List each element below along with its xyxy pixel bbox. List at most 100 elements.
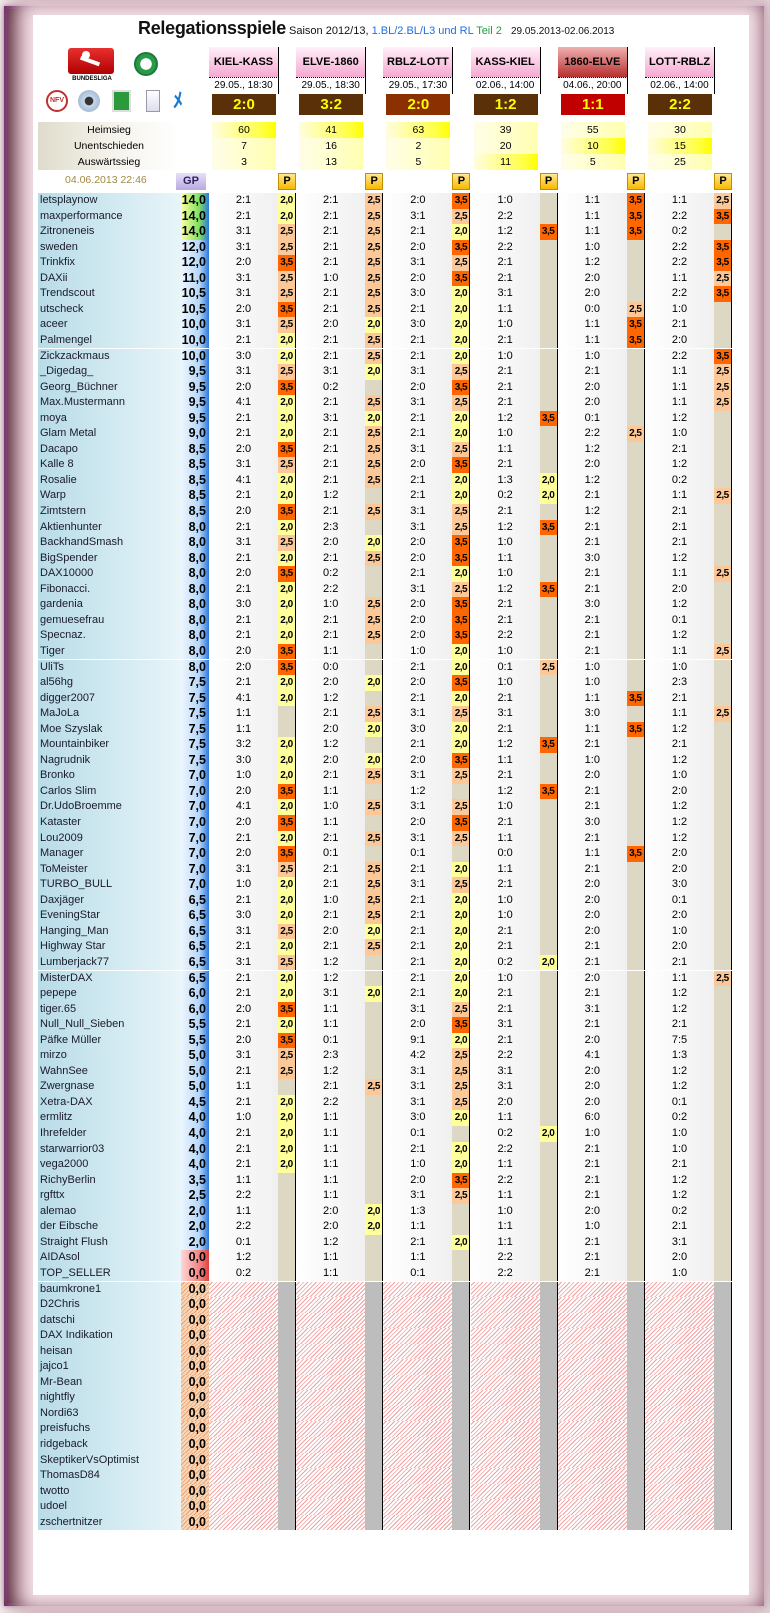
player-name[interactable]: Xetra-DAX [38, 1094, 181, 1111]
player-name[interactable]: letsplaynow [38, 193, 181, 209]
player-name[interactable]: gardenia [38, 597, 181, 613]
player-name[interactable]: udoel [38, 1499, 181, 1515]
player-name[interactable]: starwarrior03 [38, 1141, 181, 1158]
match-name[interactable]: LOTT-RBLZ [645, 47, 715, 78]
player-name[interactable]: utscheck [38, 301, 181, 318]
player-name[interactable]: vega2000 [38, 1157, 181, 1173]
player-name[interactable]: Specnaz. [38, 628, 181, 644]
player-name[interactable]: al56hg [38, 675, 181, 691]
player-name[interactable]: EveningStar [38, 908, 181, 924]
player-name[interactable]: Warp [38, 488, 181, 504]
player-name[interactable]: Nordi63 [38, 1405, 181, 1422]
player-name[interactable]: Glam Metal [38, 426, 181, 442]
player-name[interactable]: zschertnitzer [38, 1514, 181, 1531]
player-name[interactable]: Highway Star [38, 939, 181, 955]
player-name[interactable]: DAX Indikation [38, 1328, 181, 1344]
player-name[interactable]: Null_Null_Sieben [38, 1017, 181, 1033]
player-name[interactable]: Dr.UdoBroemme [38, 799, 181, 815]
player-name[interactable]: Lou2009 [38, 830, 181, 847]
player-name[interactable]: Hanging_Man [38, 923, 181, 940]
match-name[interactable]: KIEL-KASS [209, 47, 279, 78]
player-name[interactable]: Tiger [38, 643, 181, 660]
match-name[interactable]: KASS-KIEL [470, 47, 541, 78]
player-name[interactable]: maxperformance [38, 208, 181, 225]
player-name[interactable]: preisfuchs [38, 1421, 181, 1437]
player-name[interactable]: MisterDAX [38, 970, 181, 987]
player-name[interactable]: datschi [38, 1312, 181, 1329]
player-name[interactable]: Aktienhunter [38, 519, 181, 536]
player-name[interactable]: Fibonacci. [38, 581, 181, 598]
player-name[interactable]: Trendscout [38, 286, 181, 302]
player-name[interactable]: ThomasD84 [38, 1468, 181, 1484]
player-name[interactable]: TOP_SELLER [38, 1265, 181, 1282]
player-name[interactable]: nightfly [38, 1390, 181, 1406]
player-name[interactable]: Carlos Slim [38, 783, 181, 800]
points-column-header[interactable]: P [539, 173, 558, 190]
player-name[interactable]: BigSpender [38, 550, 181, 567]
player-name[interactable]: moya [38, 410, 181, 427]
player-name[interactable]: Manager [38, 846, 181, 862]
player-name[interactable]: TURBO_BULL [38, 877, 181, 893]
points-column-header[interactable]: P [365, 173, 384, 190]
match-name[interactable]: 1860-ELVE [557, 47, 628, 78]
player-name[interactable]: pepepe [38, 986, 181, 1002]
player-name[interactable]: twotto [38, 1483, 181, 1500]
match-name[interactable]: ELVE-1860 [296, 47, 367, 78]
player-name[interactable]: sweden [38, 239, 181, 256]
player-name[interactable]: Moe Szyslak [38, 721, 181, 738]
player-name[interactable]: rgfttx [38, 1188, 181, 1204]
player-name[interactable]: aceer [38, 317, 181, 333]
player-name[interactable]: der Eibsche [38, 1219, 181, 1235]
player-name[interactable]: DAXii [38, 270, 181, 287]
player-name[interactable]: mirzo [38, 1048, 181, 1064]
player-name[interactable]: Zickzackmaus [38, 348, 181, 365]
player-name[interactable]: heisan [38, 1343, 181, 1360]
player-name[interactable]: UliTs [38, 659, 181, 676]
player-name[interactable]: MaJoLa [38, 706, 181, 722]
player-name[interactable]: Nagrudnik [38, 752, 181, 769]
player-name[interactable]: ermlitz [38, 1110, 181, 1126]
player-name[interactable]: Päfke Müller [38, 1032, 181, 1049]
player-name[interactable]: D2Chris [38, 1297, 181, 1313]
player-name[interactable]: ToMeister [38, 861, 181, 878]
player-name[interactable]: Zitroneneis [38, 224, 181, 240]
player-name[interactable]: Trinkfix [38, 255, 181, 271]
player-name[interactable]: Rosalie [38, 472, 181, 489]
player-name[interactable]: Zwergnase [38, 1079, 181, 1095]
player-name[interactable]: RichyBerlin [38, 1172, 181, 1189]
player-name[interactable]: Georg_Büchner [38, 379, 181, 396]
points-column-header[interactable]: P [626, 173, 645, 190]
player-name[interactable]: WahnSee [38, 1063, 181, 1080]
player-name[interactable]: DAX10000 [38, 566, 181, 582]
points-column-header[interactable]: P [278, 173, 296, 190]
player-name[interactable]: Ihrefelder [38, 1126, 181, 1142]
player-name[interactable]: AIDAsol [38, 1250, 181, 1266]
player-name[interactable]: Dacapo [38, 441, 181, 458]
player-name[interactable]: Kalle 8 [38, 457, 181, 473]
player-name[interactable]: Daxjäger [38, 892, 181, 909]
player-name[interactable]: Straight Flush [38, 1234, 181, 1251]
player-name[interactable]: baumkrone1 [38, 1281, 181, 1298]
player-name[interactable]: tiger.65 [38, 1001, 181, 1018]
player-name[interactable]: jajco1 [38, 1359, 181, 1375]
player-name[interactable]: Zimtstern [38, 504, 181, 520]
player-name[interactable]: Lumberjack77 [38, 954, 181, 971]
match-name[interactable]: RBLZ-LOTT [383, 47, 454, 78]
player-name[interactable]: Palmengel [38, 332, 181, 349]
player-name[interactable]: ridgeback [38, 1437, 181, 1453]
player-name[interactable]: Bronko [38, 768, 181, 784]
points-column-header[interactable]: P [452, 173, 471, 190]
player-name[interactable]: Mountainbiker [38, 737, 181, 753]
player-name[interactable]: Kataster [38, 815, 181, 831]
player-name[interactable]: alemao [38, 1203, 181, 1220]
player-name[interactable]: BackhandSmash [38, 535, 181, 551]
player-name[interactable]: gemuesefrau [38, 612, 181, 629]
player-name[interactable]: Mr-Bean [38, 1374, 181, 1391]
gp-column-header[interactable]: GP [176, 173, 206, 190]
player-name[interactable]: SkeptikerVsOptimist [38, 1452, 181, 1469]
player-name[interactable]: _Digedag_ [38, 364, 181, 380]
points-column-header[interactable]: P [714, 173, 732, 190]
player-name[interactable]: digger2007 [38, 690, 181, 707]
points-cell: 3,5 [714, 286, 732, 302]
player-name[interactable]: Max.Mustermann [38, 395, 181, 411]
